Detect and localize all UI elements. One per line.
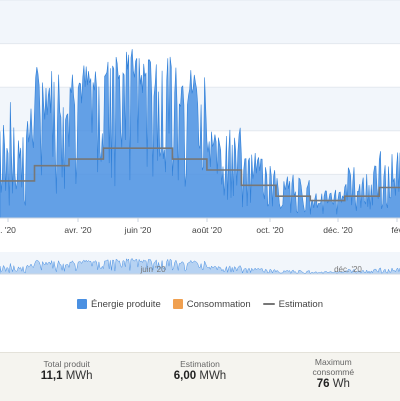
x-tick-label: avr. '20 [64, 225, 91, 235]
legend-label-consumption: Consommation [186, 298, 251, 310]
stat-unit: MWh [65, 370, 93, 382]
x-tick-label: fév [391, 225, 400, 235]
x-tick-label: août '20 [192, 225, 222, 235]
navigator-chart[interactable]: juin '20 déc. '20 [0, 248, 400, 278]
stat-unit: Wh [332, 378, 350, 390]
legend-item-estimate[interactable]: Estimation [262, 298, 323, 310]
stat-total-produced: Total produit 11,1 MWh [0, 353, 133, 401]
x-tick-label: . '20 [0, 225, 16, 235]
legend-item-consumption[interactable]: Consommation [172, 298, 251, 310]
stat-unit: MWh [199, 370, 227, 382]
stat-value: 76 Wh [267, 378, 400, 390]
stat-number: 11,1 [40, 370, 63, 382]
stat-label: Estimation [180, 359, 220, 369]
stat-value: 11,1 MWh [0, 370, 133, 382]
grid-band [0, 43, 400, 88]
stat-max-consumed: Maximum consommé 76 Wh [267, 353, 400, 401]
x-tick-label: juin '20 [124, 225, 152, 235]
stat-value: 6,00 MWh [133, 370, 266, 382]
stat-label-line1: Maximum [314, 357, 352, 367]
legend-label-energy: Énergie produite [91, 298, 161, 310]
x-tick-label: oct. '20 [256, 225, 283, 235]
stat-estimate: Estimation 6,00 MWh [133, 353, 266, 401]
legend-swatch-energy [77, 299, 88, 309]
stat-number: 76 [316, 378, 330, 390]
main-chart: . '20 avr. '20 juin '20 août '20 oct. '20 déc… [0, 0, 400, 235]
grid-band [0, 0, 400, 44]
navigator-tick-label: juin '20 [139, 265, 166, 274]
stats-bar: Total produit 11,1 MWh Estimation 6,00 M… [0, 352, 400, 401]
series-energy-area [0, 49, 400, 219]
navigator-series [0, 258, 400, 275]
legend-item-energy[interactable]: Énergie produite [77, 299, 161, 310]
stat-label: Total produit [43, 359, 90, 369]
series-estimate-line [0, 147, 400, 202]
navigator-tick-label: déc. '20 [334, 265, 362, 274]
legend-label-estimate: Estimation [278, 298, 323, 310]
legend-swatch-estimate [262, 303, 275, 305]
legend-swatch-consumption [172, 299, 183, 309]
x-tick-label: déc. '20 [323, 225, 353, 235]
stat-number: 6,00 [173, 370, 197, 382]
chart-legend: Énergie produite Consommation Estimation [0, 296, 400, 312]
stat-label-line2: consommé [312, 367, 355, 377]
